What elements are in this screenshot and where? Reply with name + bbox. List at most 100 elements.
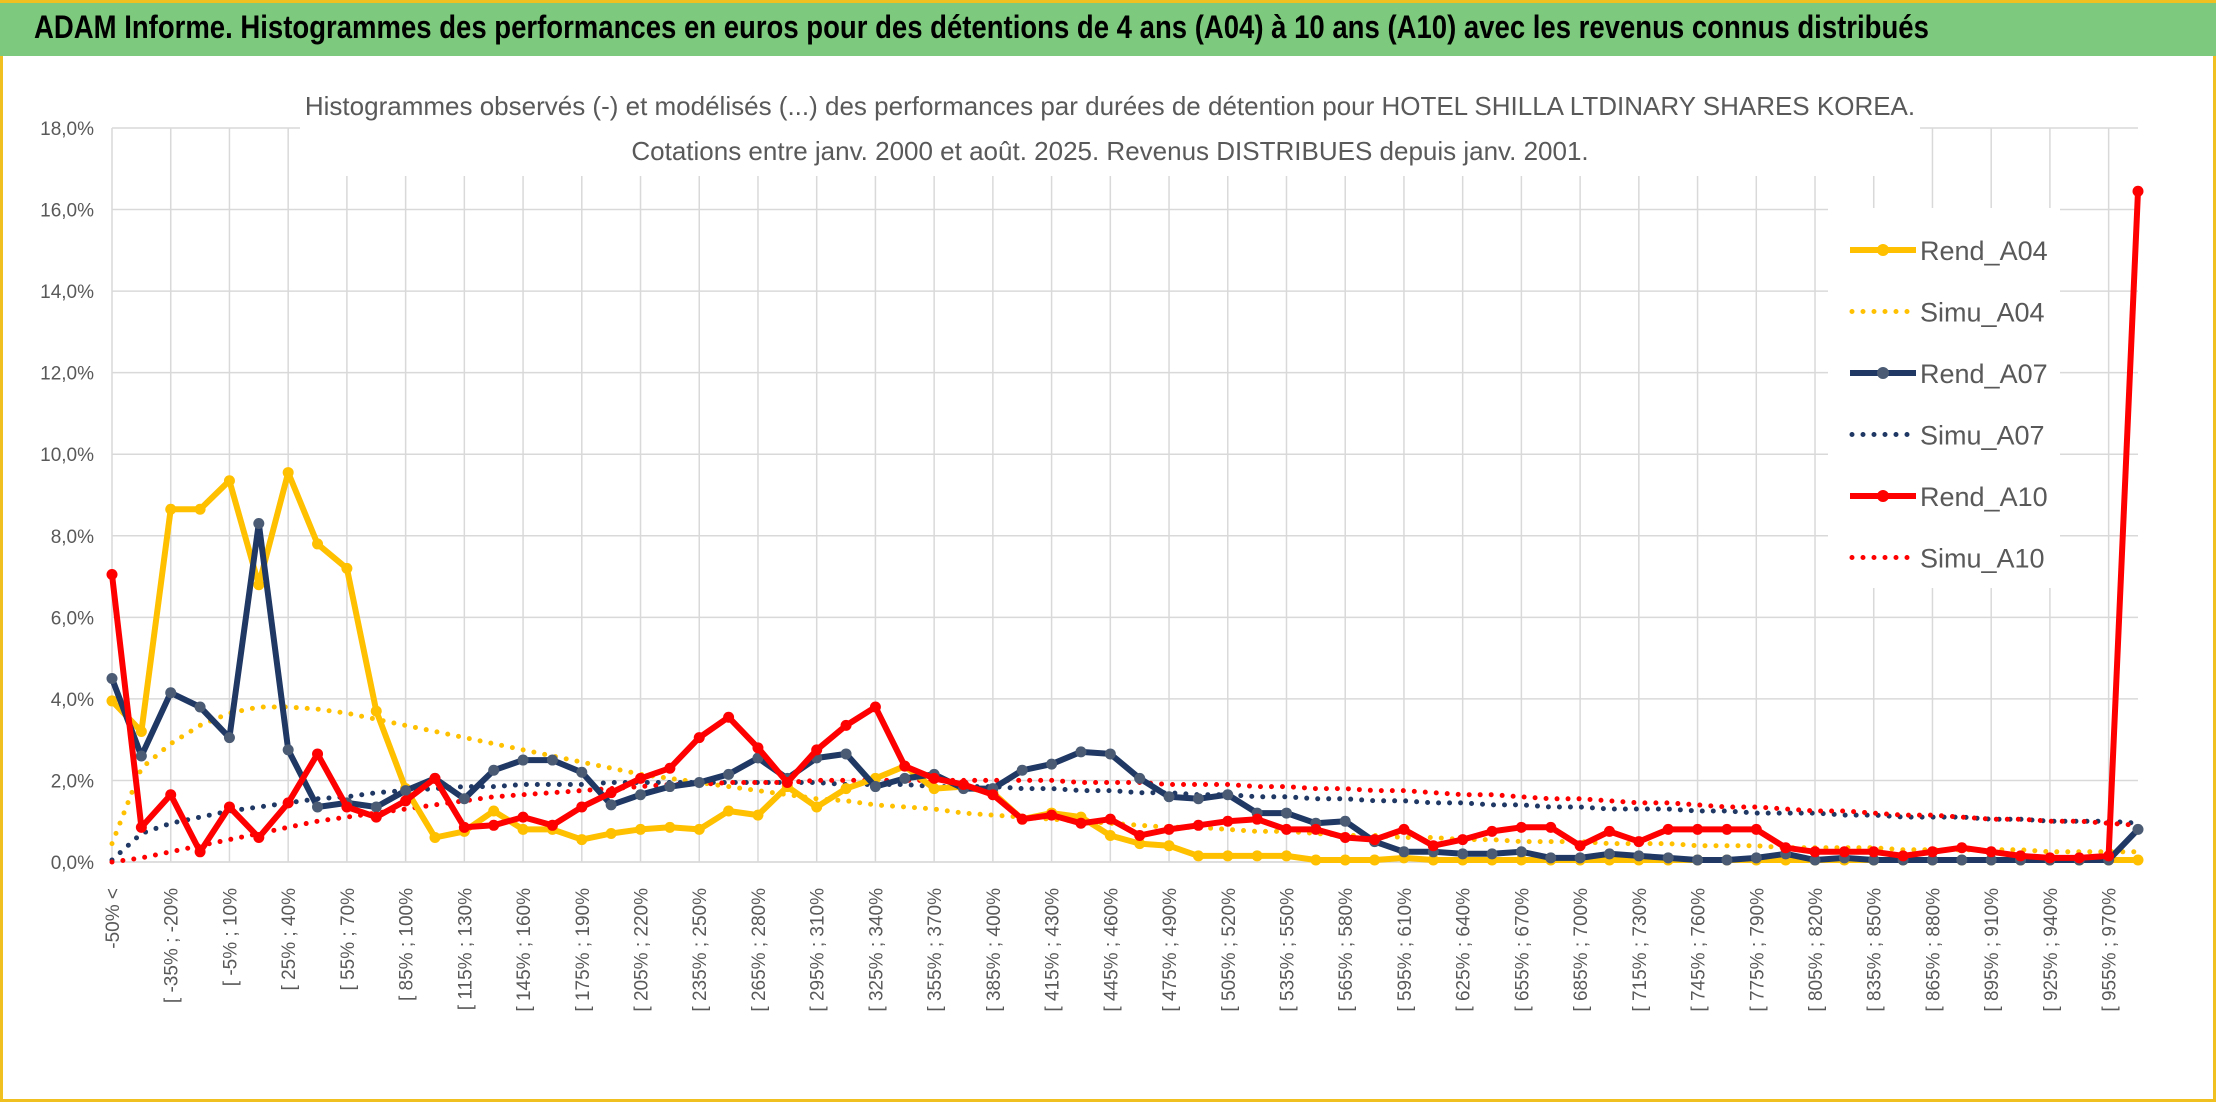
legend-label: Simu_A07 [1920, 421, 2045, 451]
data-point [1310, 854, 1322, 866]
data-point [1134, 829, 1146, 841]
data-point [1515, 846, 1527, 858]
legend: Rend_A04 Simu_A04 Rend_A07 Simu_A07 Rend_A10… [1849, 236, 2048, 574]
data-point [1809, 846, 1821, 858]
x-tick-label: [ 895% ; 910% [1982, 888, 2003, 1012]
data-point [1251, 813, 1263, 825]
data-point [2132, 185, 2144, 197]
data-point [1868, 854, 1880, 866]
data-point [1780, 842, 1792, 854]
data-point [1633, 850, 1645, 862]
data-point [1457, 848, 1469, 860]
data-point [664, 762, 676, 774]
x-tick-label: [ 55% ; 70% [338, 888, 359, 991]
data-point [752, 742, 764, 754]
data-point [1662, 823, 1674, 835]
x-tick-label: [ 205% ; 220% [632, 888, 653, 1012]
data-point [1369, 854, 1381, 866]
data-point [1339, 854, 1351, 866]
data-point [1809, 854, 1821, 866]
data-point [723, 805, 735, 817]
x-tick-label: [ 265% ; 280% [749, 888, 770, 1012]
series-line-rend-a07 [109, 520, 2141, 863]
x-tick-label: [ 565% ; 580% [1336, 888, 1357, 1012]
x-tick-label: [ 295% ; 310% [808, 888, 829, 1012]
x-tick-label: [ 625% ; 640% [1454, 888, 1475, 1012]
data-point [987, 789, 999, 801]
data-point [1633, 836, 1645, 848]
data-point [488, 805, 500, 817]
data-point [1457, 834, 1469, 846]
x-tick-label: [ 715% ; 730% [1630, 888, 1651, 1012]
x-tick-label: [ 235% ; 250% [690, 888, 711, 1012]
data-point [635, 823, 647, 835]
data-point [194, 846, 206, 858]
data-point [635, 789, 647, 801]
data-point [752, 809, 764, 821]
data-point [811, 801, 823, 813]
report-banner: ADAM Informe. Histogrammes des performan… [0, 0, 2216, 56]
data-point [253, 518, 265, 530]
x-axis-tick-labels: -50% < [ -35% ; -20% [ -5% ; 10% [ 25% ; 40… [103, 888, 2121, 1012]
data-point [1134, 772, 1146, 784]
data-point [223, 732, 235, 744]
data-point [2044, 852, 2056, 864]
data-point [165, 687, 177, 699]
data-point [517, 754, 529, 766]
x-tick-label: [ 535% ; 550% [1277, 888, 1298, 1012]
y-tick-label: 18,0% [40, 119, 94, 140]
data-point [1603, 825, 1615, 837]
legend-label: Rend_A07 [1920, 359, 2048, 389]
series-line-rend-a10 [109, 191, 2141, 861]
data-point [576, 766, 588, 778]
y-tick-label: 12,0% [40, 364, 94, 385]
data-point [312, 538, 324, 550]
data-point [1222, 850, 1234, 862]
data-point [546, 819, 558, 831]
data-point [605, 827, 617, 839]
legend-label: Rend_A10 [1920, 482, 2048, 512]
data-point [370, 801, 382, 813]
data-point [1486, 848, 1498, 860]
legend-background [1828, 208, 2060, 588]
data-point [370, 705, 382, 717]
x-tick-label: [ 835% ; 850% [1865, 888, 1886, 1012]
data-point [1662, 852, 1674, 864]
legend-label: Rend_A04 [1920, 236, 2048, 266]
data-point [517, 811, 529, 823]
x-tick-label: [ 355% ; 370% [925, 888, 946, 1012]
data-point [2073, 852, 2085, 864]
data-point [1310, 823, 1322, 835]
data-point [1104, 829, 1116, 841]
data-point [1692, 823, 1704, 835]
x-tick-label: [ 505% ; 520% [1219, 888, 1240, 1012]
data-point [1838, 846, 1850, 858]
report-title: ADAM Informe. Histogrammes des performan… [34, 9, 1929, 45]
data-point [2103, 850, 2115, 862]
data-point [458, 821, 470, 833]
data-point [1192, 793, 1204, 805]
y-tick-label: 0,0% [51, 853, 94, 874]
data-point [1339, 815, 1351, 827]
x-tick-label: [ 175% ; 190% [573, 888, 594, 1012]
data-point [781, 776, 793, 788]
data-point [165, 503, 177, 515]
chart-subtitle: Cotations entre janv. 2000 et août. 2025… [631, 136, 1588, 166]
data-point [194, 503, 206, 515]
data-point [1280, 850, 1292, 862]
x-tick-label: [ 745% ; 760% [1689, 888, 1710, 1012]
data-point [253, 579, 265, 591]
legend-label: Simu_A10 [1920, 544, 2045, 574]
data-point [1075, 746, 1087, 758]
data-point [664, 781, 676, 793]
data-point [811, 744, 823, 756]
data-point [1222, 789, 1234, 801]
data-point [1603, 848, 1615, 860]
data-point [1750, 852, 1762, 864]
x-tick-label: [ 325% ; 340% [866, 888, 887, 1012]
data-point [1750, 823, 1762, 835]
data-point [135, 750, 147, 762]
y-tick-label: 16,0% [40, 201, 94, 222]
y-tick-label: 10,0% [40, 445, 94, 466]
